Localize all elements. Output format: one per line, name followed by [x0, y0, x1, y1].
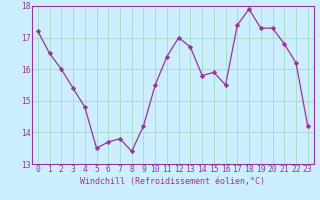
- X-axis label: Windchill (Refroidissement éolien,°C): Windchill (Refroidissement éolien,°C): [80, 177, 265, 186]
